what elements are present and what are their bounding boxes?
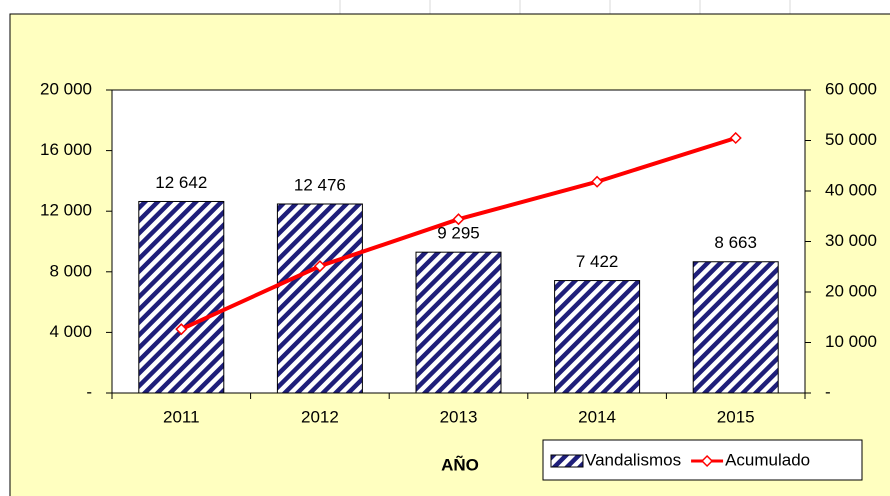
x-axis-label: AÑO <box>441 454 479 474</box>
marker <box>591 175 604 188</box>
legend-swatch <box>550 454 584 468</box>
marker <box>313 260 326 273</box>
y2-tick-label: 20 000 <box>825 281 877 300</box>
y-tick-label: 16 000 <box>40 140 92 159</box>
legend-label: Vandalismos <box>585 450 681 469</box>
y2-tick-label: 40 000 <box>825 180 877 199</box>
y-tick-label: 4 000 <box>49 322 92 341</box>
x-tick-label: 2015 <box>717 407 755 426</box>
bar <box>692 261 779 394</box>
bar <box>276 203 363 394</box>
y-tick-label: 8 000 <box>49 261 92 280</box>
x-tick-label: 2013 <box>440 407 478 426</box>
y2-tick-label: 30 000 <box>825 231 877 250</box>
marker <box>729 131 742 145</box>
marker <box>175 323 188 336</box>
x-tick-label: 2011 <box>163 407 200 426</box>
value-label: 8 663 <box>714 233 757 252</box>
value-label: 12 642 <box>155 173 207 192</box>
bar <box>415 251 502 394</box>
sheet-grid <box>339 0 791 14</box>
y2-tick-label: 60 000 <box>825 79 877 98</box>
y2-tick-label: 10 000 <box>825 332 877 351</box>
value-label: 9 295 <box>437 224 480 243</box>
y-tick-label: 20 000 <box>40 79 92 98</box>
x-tick-label: 2014 <box>578 407 616 426</box>
y-tick-label: 12 000 <box>40 201 92 220</box>
bar <box>138 200 225 394</box>
legend-marker <box>701 454 714 468</box>
x-tick-label: 2012 <box>301 407 339 426</box>
marker <box>452 213 465 226</box>
value-label: 12 476 <box>294 175 346 194</box>
y-tick-label: - <box>86 382 92 401</box>
value-label: 7 422 <box>576 252 619 271</box>
legend-label: Acumulado <box>725 450 810 469</box>
y2-tick-label: 50 000 <box>825 130 877 149</box>
bar <box>554 280 641 394</box>
y2-tick-label: - <box>825 382 831 401</box>
